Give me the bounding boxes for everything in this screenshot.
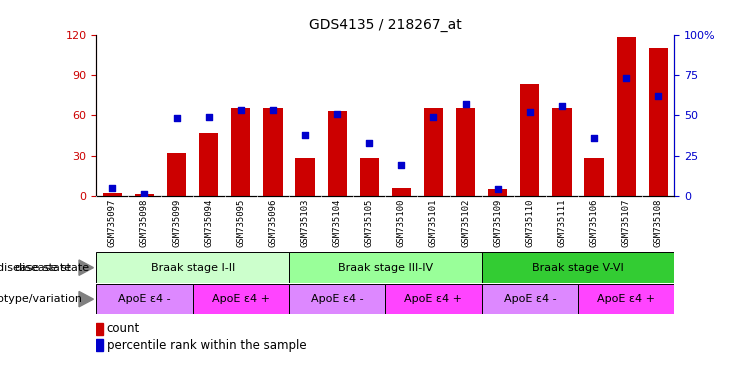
- Point: [620, 75, 632, 81]
- Text: count: count: [107, 322, 140, 335]
- Point: [556, 103, 568, 109]
- Point: [588, 135, 600, 141]
- Title: GDS4135 / 218267_at: GDS4135 / 218267_at: [309, 18, 462, 32]
- Text: ApoE ε4 +: ApoE ε4 +: [405, 294, 462, 304]
- Bar: [199, 133, 219, 196]
- Point: [170, 115, 182, 121]
- Text: GSM735109: GSM735109: [494, 199, 502, 247]
- Bar: [617, 37, 636, 196]
- Bar: [359, 158, 379, 196]
- Point: [428, 114, 439, 120]
- Bar: [585, 158, 604, 196]
- Point: [331, 111, 343, 117]
- Bar: [520, 84, 539, 196]
- Text: Braak stage III-IV: Braak stage III-IV: [338, 263, 433, 273]
- Bar: [552, 109, 571, 196]
- Point: [459, 101, 471, 107]
- Text: disease state: disease state: [0, 263, 71, 273]
- Text: GSM735094: GSM735094: [205, 199, 213, 247]
- Bar: [392, 188, 411, 196]
- Text: GSM735106: GSM735106: [590, 199, 599, 247]
- Text: disease state: disease state: [15, 263, 89, 273]
- Text: GSM735096: GSM735096: [268, 199, 277, 247]
- Point: [107, 185, 119, 191]
- Text: GSM735110: GSM735110: [525, 199, 534, 247]
- Point: [652, 93, 664, 99]
- Bar: [385, 284, 482, 314]
- Point: [203, 114, 215, 120]
- Bar: [96, 252, 289, 283]
- Point: [363, 139, 375, 146]
- Bar: [456, 109, 475, 196]
- Text: GSM735108: GSM735108: [654, 199, 662, 247]
- Text: GSM735097: GSM735097: [108, 199, 117, 247]
- Bar: [482, 252, 674, 283]
- Text: GSM735105: GSM735105: [365, 199, 373, 247]
- Text: GSM735098: GSM735098: [140, 199, 149, 247]
- Point: [139, 191, 150, 197]
- Bar: [482, 284, 578, 314]
- Point: [267, 107, 279, 113]
- Point: [299, 131, 311, 137]
- Polygon shape: [79, 291, 93, 307]
- Text: GSM735102: GSM735102: [461, 199, 470, 247]
- Text: Braak stage V-VI: Braak stage V-VI: [532, 263, 624, 273]
- Bar: [96, 323, 103, 335]
- Text: ApoE ε4 +: ApoE ε4 +: [597, 294, 655, 304]
- Text: GSM735101: GSM735101: [429, 199, 438, 247]
- Text: GSM735107: GSM735107: [622, 199, 631, 247]
- Bar: [328, 111, 347, 196]
- Bar: [96, 339, 103, 351]
- Bar: [488, 189, 508, 196]
- Text: GSM735104: GSM735104: [333, 199, 342, 247]
- Text: ApoE ε4 +: ApoE ε4 +: [212, 294, 270, 304]
- Text: ApoE ε4 -: ApoE ε4 -: [310, 294, 364, 304]
- Bar: [135, 194, 154, 196]
- Bar: [231, 109, 250, 196]
- Point: [396, 162, 408, 168]
- Text: ApoE ε4 -: ApoE ε4 -: [118, 294, 171, 304]
- Text: Braak stage I-II: Braak stage I-II: [150, 263, 235, 273]
- Text: GSM735099: GSM735099: [172, 199, 181, 247]
- Text: GSM735111: GSM735111: [557, 199, 566, 247]
- Bar: [193, 284, 289, 314]
- Bar: [296, 158, 315, 196]
- Text: GSM735095: GSM735095: [236, 199, 245, 247]
- Bar: [96, 284, 193, 314]
- Text: ApoE ε4 -: ApoE ε4 -: [503, 294, 556, 304]
- Text: GSM735103: GSM735103: [301, 199, 310, 247]
- Bar: [424, 109, 443, 196]
- Text: GSM735100: GSM735100: [397, 199, 406, 247]
- Bar: [103, 193, 122, 196]
- Bar: [289, 284, 385, 314]
- Bar: [578, 284, 674, 314]
- Point: [524, 109, 536, 115]
- Bar: [167, 153, 186, 196]
- Point: [492, 186, 504, 192]
- Bar: [289, 252, 482, 283]
- Polygon shape: [79, 260, 93, 275]
- Bar: [263, 109, 282, 196]
- Text: percentile rank within the sample: percentile rank within the sample: [107, 339, 306, 352]
- Point: [235, 107, 247, 113]
- Bar: [648, 48, 668, 196]
- Text: genotype/variation: genotype/variation: [0, 294, 82, 304]
